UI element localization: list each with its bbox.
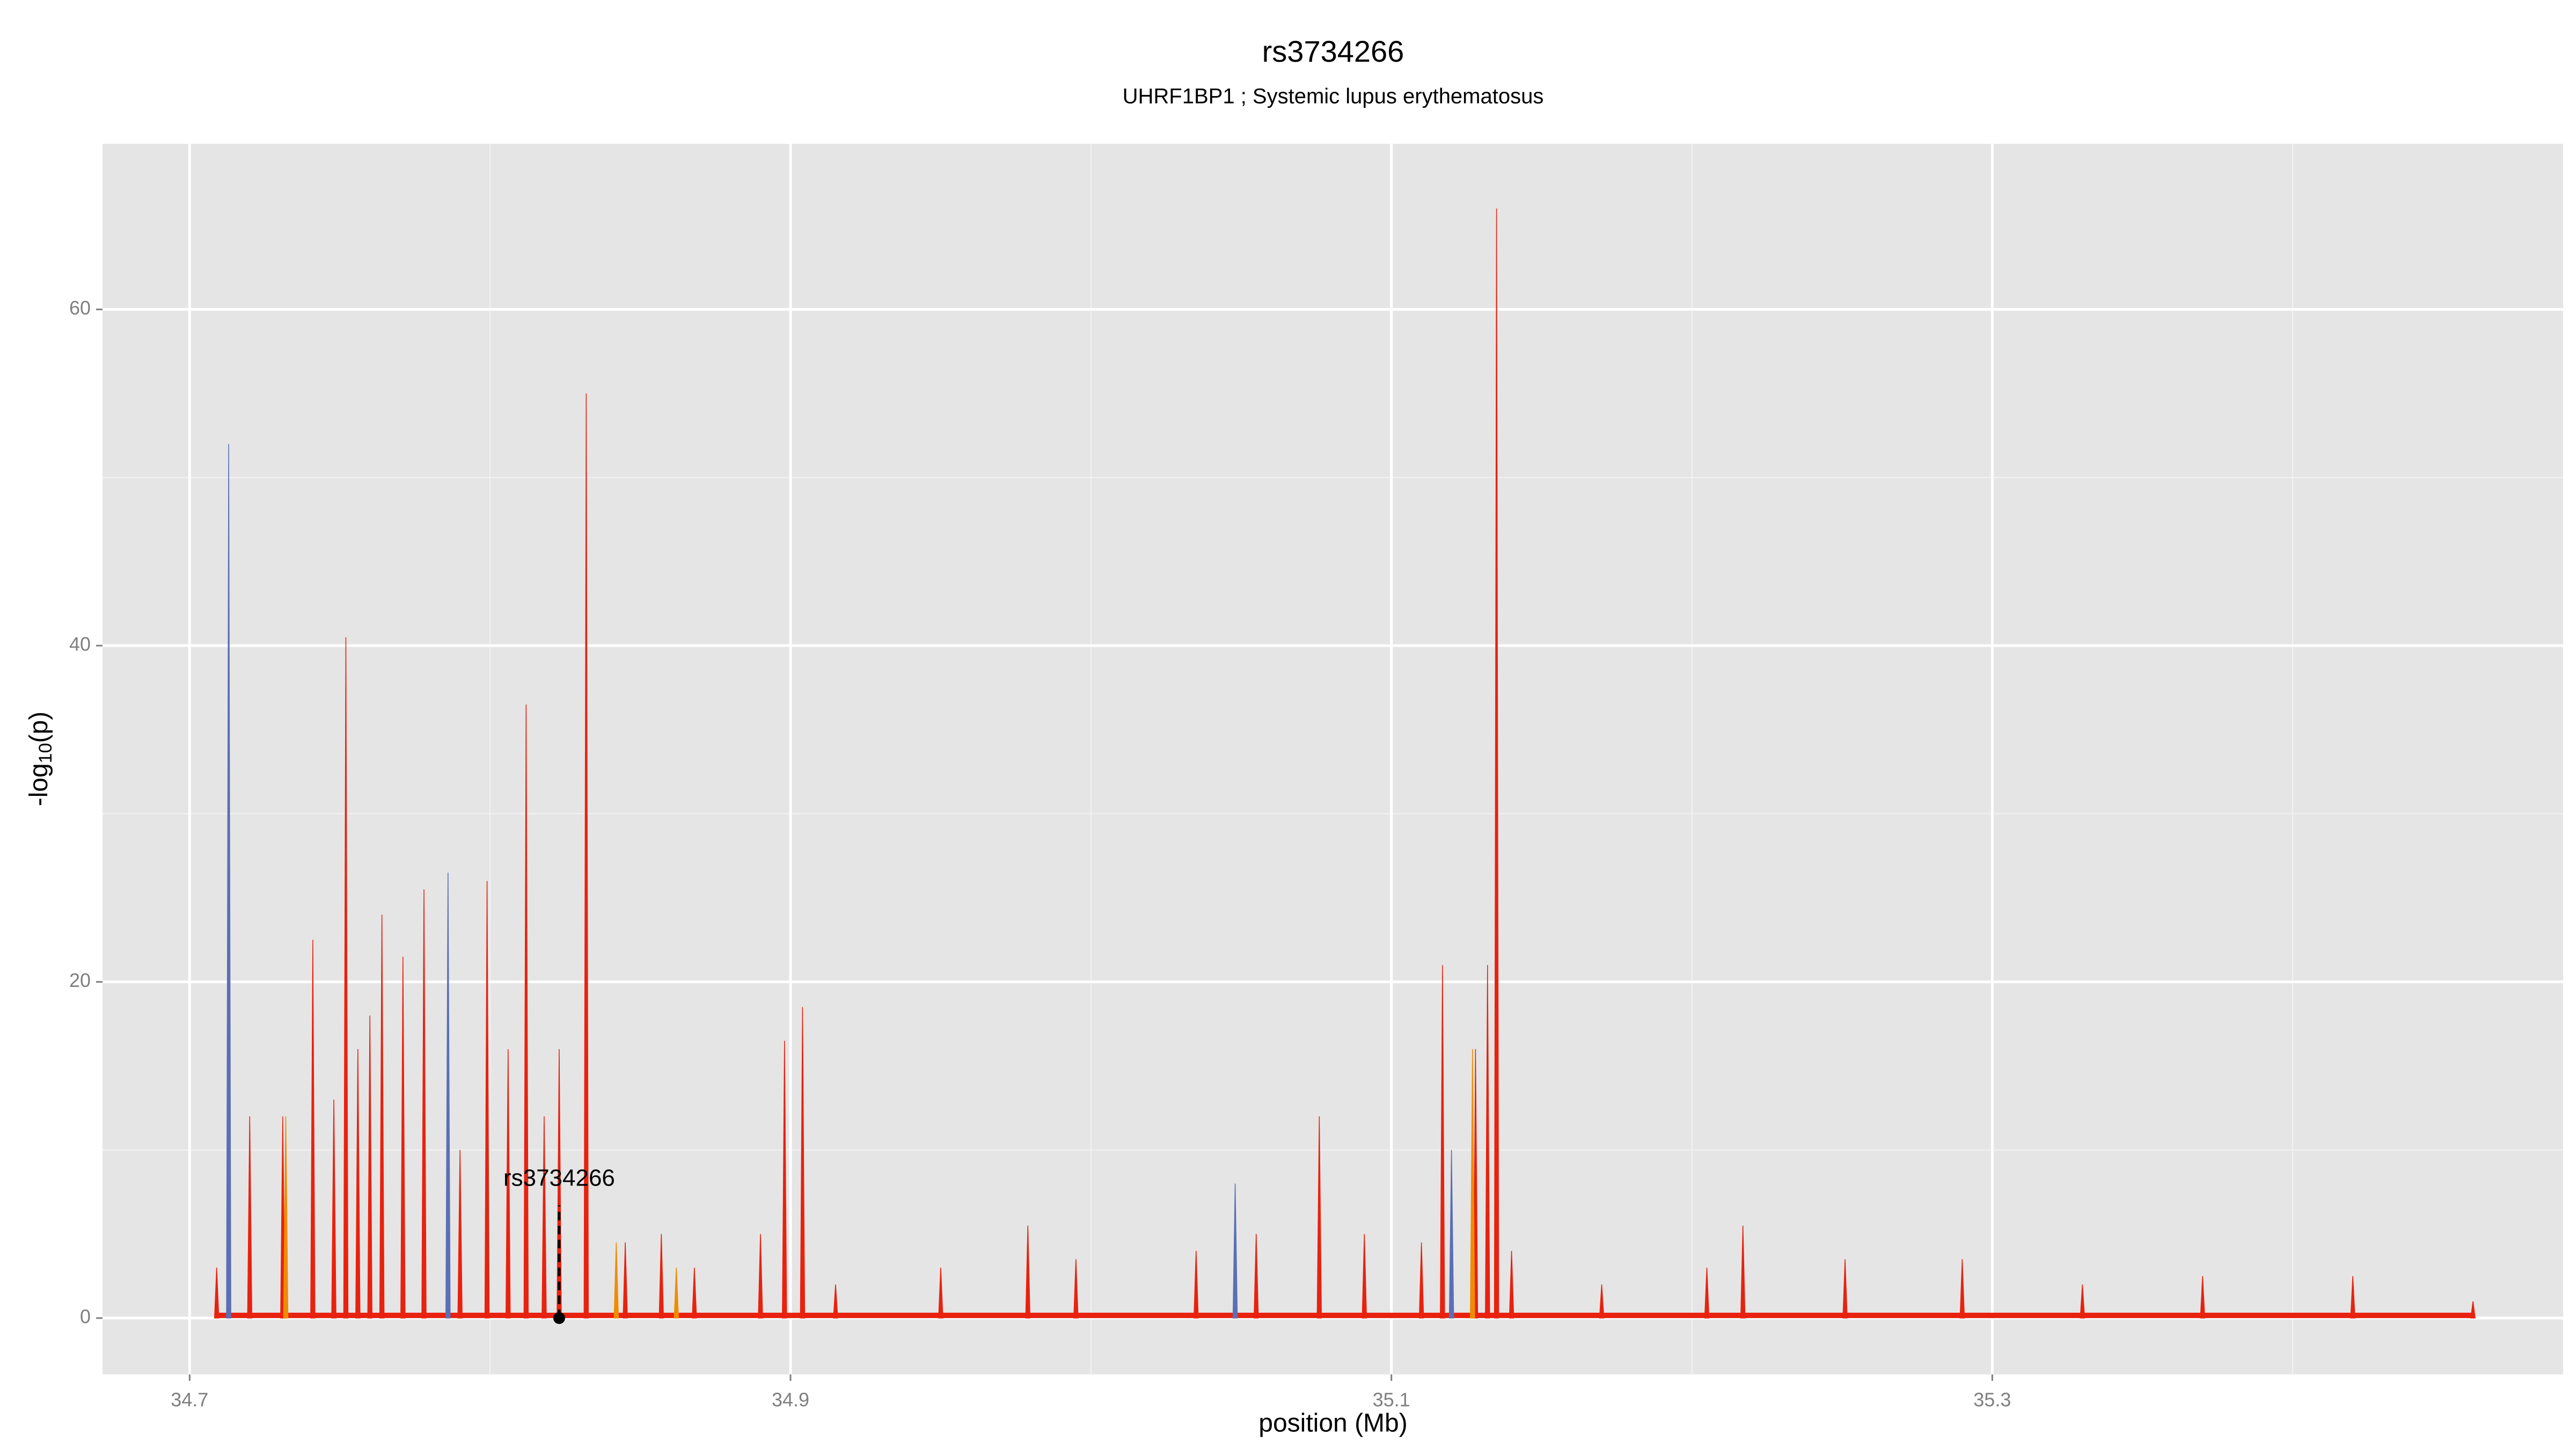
spike (331, 1099, 336, 1319)
y-tick-label: 40 (69, 633, 91, 655)
spike (1025, 1225, 1031, 1319)
chart-subtitle: UHRF1BP1 ; Systemic lupus erythematosus (1123, 85, 1544, 108)
spike (379, 914, 385, 1319)
x-tick-label: 34.7 (171, 1389, 208, 1411)
spike (523, 704, 529, 1319)
x-tick-label: 34.9 (772, 1389, 809, 1411)
spike (343, 637, 349, 1319)
spike (2200, 1276, 2205, 1319)
y-tick-label: 20 (69, 969, 91, 991)
spike (833, 1284, 838, 1319)
spike (800, 1007, 806, 1319)
spike (1448, 1150, 1454, 1319)
spike (506, 1049, 511, 1319)
spike (445, 872, 451, 1319)
spike (1440, 965, 1445, 1319)
spike (583, 393, 589, 1319)
spike (692, 1268, 697, 1319)
spike (1418, 1242, 1424, 1319)
y-axis-title: -log10(p) (25, 712, 56, 807)
spike (367, 1015, 373, 1319)
panel (103, 144, 2563, 1374)
spike (1485, 965, 1490, 1319)
baseline-band (216, 1313, 2473, 1319)
spike (457, 1150, 463, 1319)
y-axis-title-tail: (p) (25, 712, 53, 743)
y-tick-label: 0 (80, 1306, 91, 1328)
spike (1494, 208, 1499, 1319)
spike (1470, 1049, 1475, 1319)
x-axis-title: position (Mb) (1258, 1409, 1407, 1438)
spike (1959, 1259, 1965, 1319)
spike (484, 881, 490, 1319)
spike (1316, 1116, 1322, 1319)
spike (1509, 1250, 1514, 1319)
spike (1842, 1259, 1848, 1319)
y-tick-label: 60 (69, 297, 91, 319)
x-tick-label: 35.1 (1373, 1389, 1410, 1411)
spike (938, 1268, 943, 1319)
spike (310, 940, 316, 1319)
spike (2350, 1276, 2355, 1319)
spike (355, 1049, 361, 1319)
spike (623, 1242, 628, 1319)
spike (1704, 1268, 1710, 1319)
spike (758, 1234, 763, 1319)
spike (226, 444, 231, 1319)
spike (613, 1242, 619, 1319)
y-axis-title-sub: 10 (35, 743, 56, 763)
annotation-point (553, 1312, 565, 1324)
spike (214, 1268, 219, 1319)
spike (2470, 1301, 2476, 1319)
spike (1073, 1259, 1079, 1319)
spike (658, 1234, 664, 1319)
x-tick-label: 35.3 (1973, 1389, 2011, 1411)
spike (782, 1041, 787, 1319)
spike (400, 956, 406, 1319)
spike (2080, 1284, 2085, 1319)
spike (421, 889, 427, 1319)
spike (247, 1116, 253, 1319)
spike (1253, 1234, 1259, 1319)
spike (1599, 1284, 1605, 1319)
spike (1362, 1234, 1367, 1319)
chart-title: rs3734266 (1262, 34, 1404, 68)
spike (541, 1116, 547, 1319)
spike (1232, 1183, 1238, 1319)
spike (1194, 1250, 1199, 1319)
y-axis-title-main: -log (25, 763, 53, 806)
spike (283, 1116, 289, 1319)
spike (674, 1268, 679, 1319)
spike (1740, 1225, 1746, 1319)
annotation-label: rs3734266 (503, 1165, 615, 1191)
